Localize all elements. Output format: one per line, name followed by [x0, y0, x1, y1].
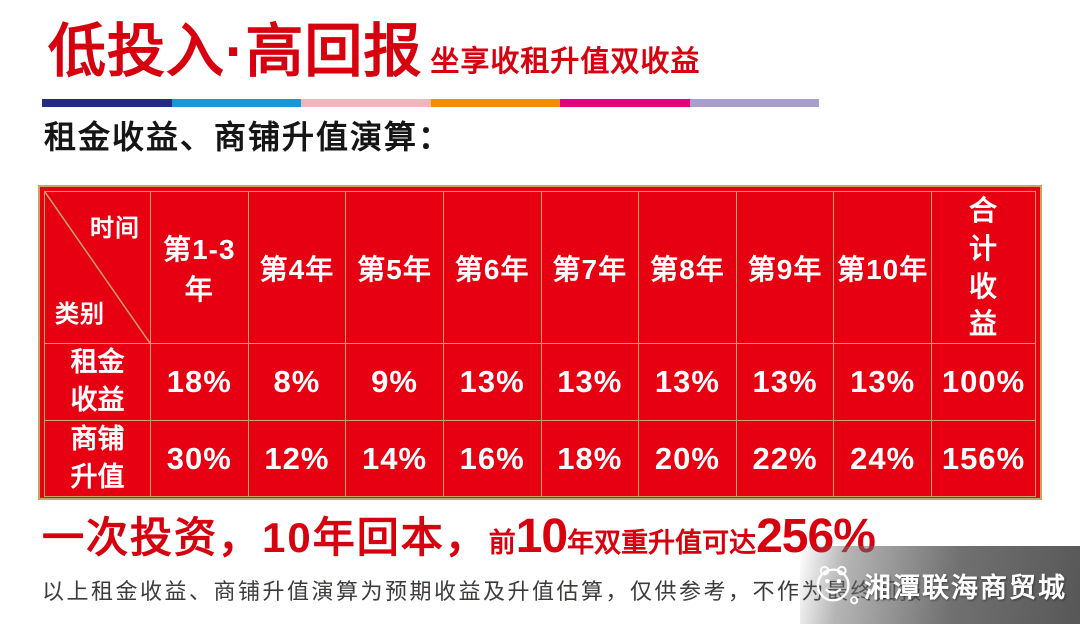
page-title: 低投入·高回报	[48, 19, 423, 84]
column-header-label: 合计收益	[968, 195, 998, 340]
row-label: 租金收益	[44, 343, 151, 421]
headline-small: 年双重升值可达	[567, 528, 757, 558]
watermark-name: 湘潭联海商贸城	[864, 572, 1067, 603]
divider-segment	[430, 99, 560, 107]
value-cell: 18%	[540, 419, 640, 498]
corner-cell: 时间 类别	[44, 190, 151, 345]
divider-segment	[301, 99, 431, 107]
value-cell: 22%	[735, 419, 835, 498]
headline-small: 前	[488, 528, 516, 558]
column-header-label: 第8年	[650, 253, 725, 285]
row-label: 商铺升值	[44, 419, 151, 498]
column-header-label: 第4年	[259, 253, 335, 285]
column-header: 第9年	[735, 190, 835, 345]
corner-label-category: 类别	[55, 301, 105, 329]
table-row: 商铺升值 30% 12% 14% 16% 18% 20% 22% 24% 156%	[44, 419, 1036, 498]
wechat-face-logo-icon	[812, 563, 860, 607]
value-cell: 30%	[150, 419, 249, 498]
header: 低投入·高回报 坐享收租升值双收益	[48, 10, 700, 94]
column-header-label: 第6年	[454, 253, 530, 285]
page-subtitle: 坐享收租升值双收益	[430, 46, 701, 78]
row-label-text: 租金收益	[70, 347, 125, 415]
value-cell: 13%	[540, 343, 640, 421]
value-cell: 8%	[247, 343, 347, 421]
column-header: 第1-3年	[150, 190, 249, 345]
value-cell: 13%	[638, 343, 737, 421]
disclaimer-text: 以上租金收益、商铺升值演算为预期收益及升值估算，仅供参考，不作为最终回报	[42, 579, 925, 604]
value-cell: 13%	[442, 343, 542, 421]
table-header-row: 时间 类别 第1-3年 第4年 第5年 第6年 第7年 第8年 第9年 第10年 合计收益	[44, 190, 1036, 345]
column-header: 第6年	[442, 190, 542, 345]
column-header-label: 第1-3年	[163, 233, 236, 305]
value-cell: 18%	[150, 343, 249, 421]
returns-table: 时间 类别 第1-3年 第4年 第5年 第6年 第7年 第8年 第9年 第10年 合计收益 租金…	[44, 190, 1036, 498]
divider-bar	[42, 99, 819, 107]
column-header: 第5年	[345, 190, 444, 345]
divider-segment	[42, 99, 172, 107]
column-header-label: 第10年	[837, 253, 929, 285]
value-cell: 20%	[638, 419, 737, 498]
column-header: 第10年	[833, 190, 932, 345]
headline-big: 10	[515, 510, 568, 563]
value-cell: 12%	[247, 419, 347, 498]
divider-segment	[560, 99, 690, 107]
value-cell: 100%	[931, 343, 1036, 421]
column-header-label: 第5年	[357, 253, 432, 285]
table-row: 租金收益 18% 8% 9% 13% 13% 13% 13% 13% 100%	[44, 343, 1036, 421]
column-header: 第8年	[638, 190, 737, 345]
value-cell: 13%	[833, 343, 932, 421]
diagonal-line	[45, 192, 150, 343]
section-heading: 租金收益、商铺升值演算：	[44, 119, 453, 155]
row-label-text: 商铺升值	[70, 423, 125, 492]
column-header-label: 第9年	[747, 253, 823, 285]
divider-segment	[171, 99, 301, 107]
column-header-label: 第7年	[552, 253, 628, 285]
column-header: 第4年	[247, 190, 347, 345]
column-header: 合计收益	[931, 190, 1036, 345]
headline: 一次投资，10年回本， 前 10 年双重升值可达 256%	[42, 504, 876, 565]
corner-label-time: 时间	[90, 215, 140, 242]
value-cell: 13%	[735, 343, 835, 421]
returns-table-frame: 时间 类别 第1-3年 第4年 第5年 第6年 第7年 第8年 第9年 第10年 合计收益 租金…	[38, 185, 1042, 500]
value-cell: 9%	[345, 343, 444, 421]
headline-lead: 一次投资，10年回本，	[42, 514, 489, 561]
value-cell: 14%	[345, 419, 444, 498]
column-header: 第7年	[540, 190, 640, 345]
divider-segment	[689, 99, 819, 107]
value-cell: 156%	[931, 419, 1036, 498]
value-cell: 24%	[833, 419, 932, 498]
value-cell: 16%	[442, 419, 542, 498]
watermark-badge: 湘潭联海商贸城	[800, 546, 1080, 624]
